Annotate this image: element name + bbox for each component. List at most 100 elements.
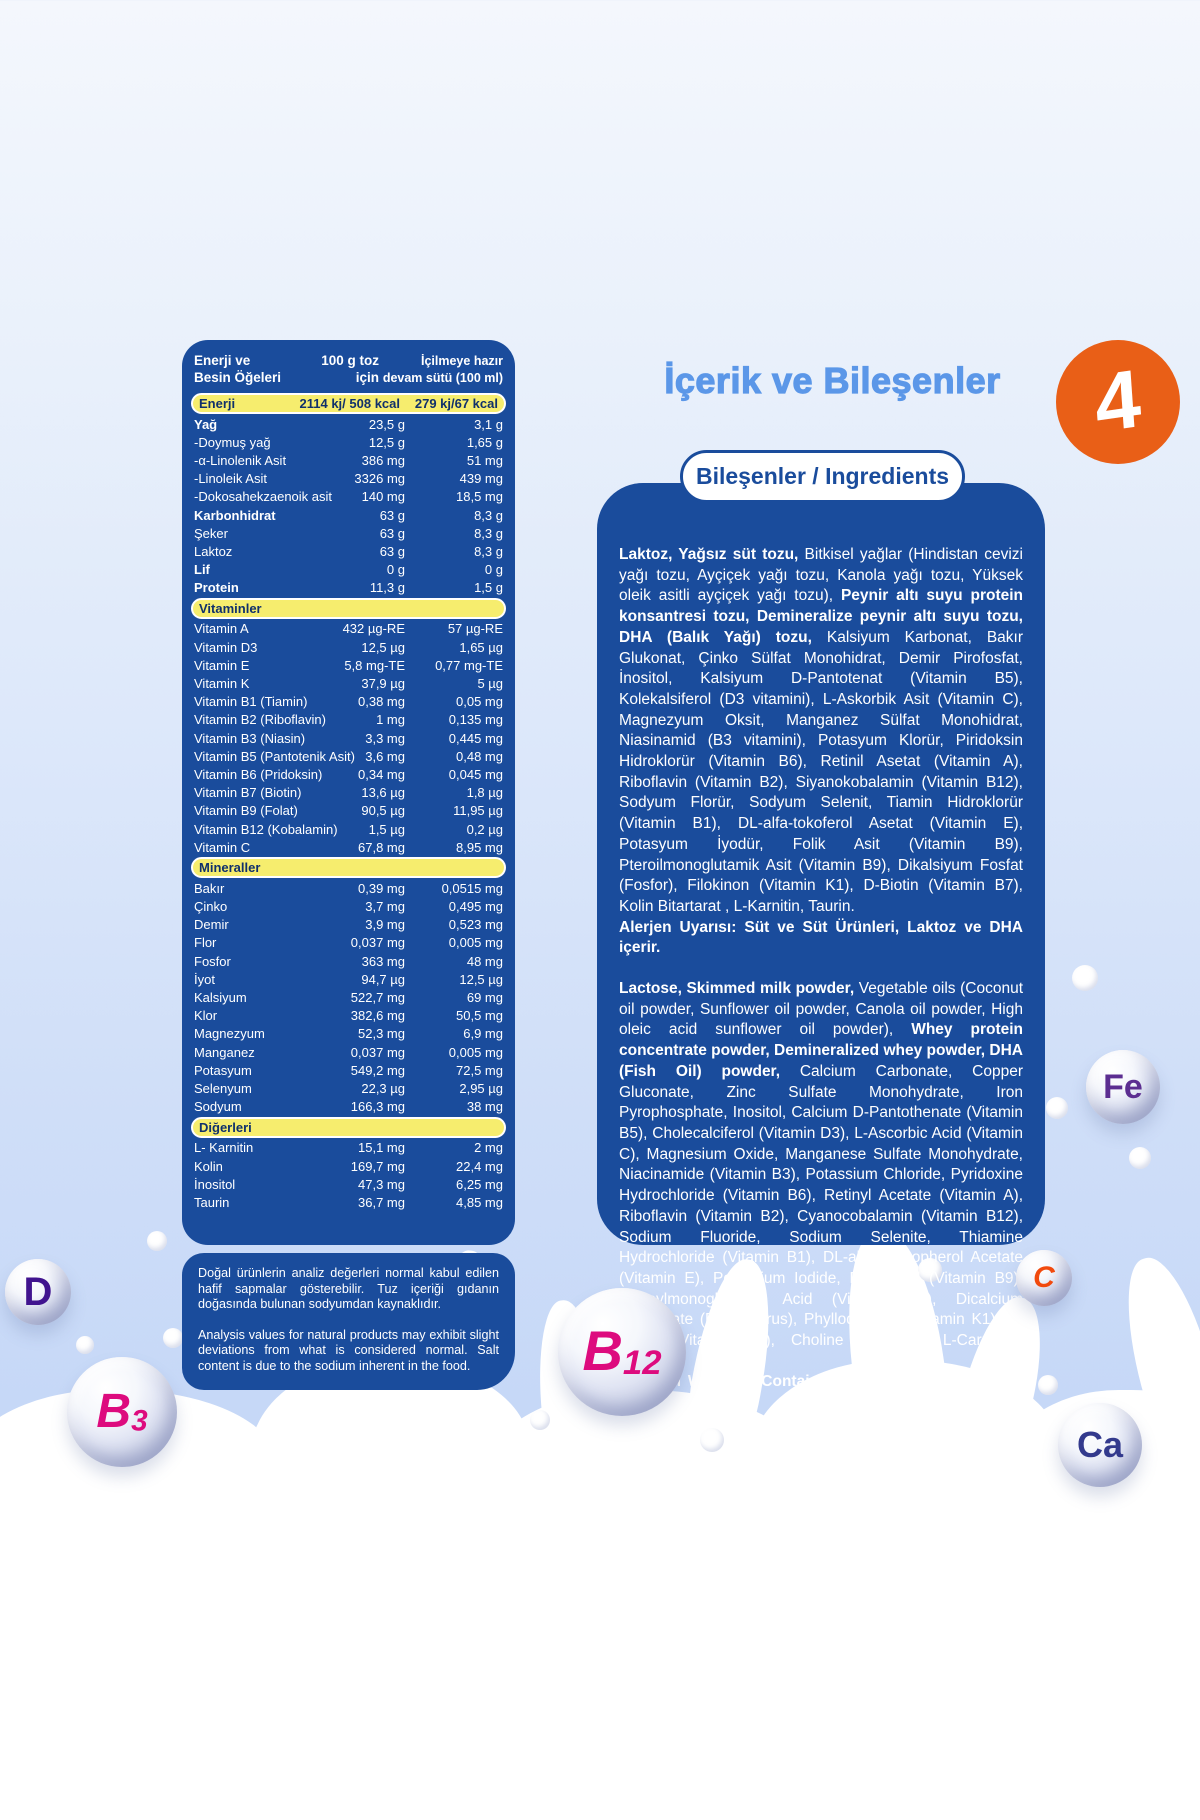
value-per-100ml: 0,523 mg (448, 917, 503, 933)
value-per-100ml: 69 mg (466, 990, 503, 1006)
value-per-100ml: 0,2 µg (466, 821, 503, 837)
value-per-100g: 382,6 mg (350, 1008, 405, 1024)
value-per-100ml: 57 µg-RE (447, 621, 503, 637)
value-per-100g: 3,9 mg (365, 917, 405, 933)
value-per-100ml: 0,05 mg (456, 694, 503, 710)
row-label: Bakır (194, 880, 225, 896)
row-label: İnositol (194, 1176, 236, 1192)
value-per-100ml: 0,045 mg (448, 766, 503, 782)
nutrition-row: -Dokosahekzaenoik asit 140 mg 18,5 mg (194, 488, 503, 506)
value-per-100g: 5,8 mg-TE (344, 657, 405, 673)
row-label: -Doymuş yağ (194, 434, 271, 450)
nutrition-row: Vitamin D3 12,5 µg 1,65 µg (194, 638, 503, 656)
row-label: Vitamin B2 (Riboflavin) (194, 712, 326, 728)
milk-droplet (76, 1336, 94, 1354)
value-per-100ml: 2 mg (474, 1140, 503, 1156)
value-per-100g: 169,7 mg (350, 1158, 405, 1174)
nutrition-row: Vitamin K 37,9 µg 5 µg (194, 674, 503, 692)
row-label: Vitamin B6 (Pridoksin) (194, 766, 323, 782)
value-per-100ml: 0,495 mg (448, 899, 503, 915)
nutrition-row: Laktoz 63 g 8,3 g (194, 542, 503, 560)
milk-droplet (1038, 1375, 1058, 1395)
milk-droplet (700, 1428, 724, 1452)
vitamin-c-sphere-label: C (1033, 1261, 1055, 1294)
row-label: Vitamin B9 (Folat) (194, 803, 298, 819)
value-per-100ml: 0,005 mg (448, 1044, 503, 1060)
vitamin-b3-sphere: B3 (67, 1357, 177, 1467)
value-per-100ml: 0,77 mg-TE (435, 657, 503, 673)
row-label: Vitamin B7 (Biotin) (194, 785, 302, 801)
row-label: Fosfor (194, 953, 231, 969)
value-per-100g: 140 mg (361, 489, 405, 505)
value-per-100g: 3,7 mg (365, 899, 405, 915)
value-per-100ml: 1,8 µg (466, 785, 503, 801)
value-per-100ml: 8,3 g (474, 525, 503, 541)
row-label: Vitamin E (194, 657, 250, 673)
value-per-100ml: 2,95 µg (459, 1080, 503, 1096)
value-per-100ml: 0,48 mg (456, 748, 503, 764)
header-ready-to-drink: İçilmeye hazır devam sütü (100 ml) (382, 354, 503, 385)
nutrition-row: Vitamin B6 (Pridoksin) 0,34 mg 0,045 mg (194, 765, 503, 783)
nutrition-row: Flor 0,037 mg 0,005 mg (194, 934, 503, 952)
milk-droplet (918, 1258, 942, 1282)
nutrition-row: Vitamin B12 (Kobalamin) 1,5 µg 0,2 µg (194, 820, 503, 838)
row-label: Vitamin B12 (Kobalamin) (194, 821, 338, 837)
value-per-100ml: 279 kj/67 kcal (414, 396, 498, 411)
row-label: Vitamin A (194, 621, 249, 637)
value-per-100g: 52,3 mg (358, 1026, 405, 1042)
nutrition-table-header: Enerji ve Besin Öğeleri 100 g toz için İ… (194, 353, 503, 386)
value-per-100ml: 1,65 g (466, 434, 503, 450)
nutrition-row: -Linoleik Asit 3326 mg 439 mg (194, 470, 503, 488)
ingredients-pill-label: Bileşenler / Ingredients (680, 450, 965, 503)
milk-droplet (1072, 965, 1098, 991)
row-label: Vitamin B3 (Niasin) (194, 730, 306, 746)
value-per-100g: 13,6 µg (361, 785, 405, 801)
value-per-100ml: 22,4 mg (456, 1158, 503, 1174)
nutrition-row: Manganez 0,037 mg 0,005 mg (194, 1043, 503, 1061)
row-label: Çinko (194, 899, 228, 915)
nutrition-section-row: Enerji 2114 kj/ 508 kcal 279 kj/67 kcal (191, 393, 506, 414)
nutrition-row: Vitamin B9 (Folat) 90,5 µg 11,95 µg (194, 802, 503, 820)
value-per-100g: 63 g (379, 543, 405, 559)
row-label: -Linoleik Asit (194, 471, 267, 487)
row-label: Diğerleri (199, 1119, 252, 1135)
value-per-100g: 3326 mg (354, 471, 405, 487)
ingredients-english: Lactose, Skimmed milk powder, Vegetable … (619, 980, 1024, 1370)
value-per-100g: 63 g (379, 507, 405, 523)
value-per-100g: 432 µg-RE (342, 621, 405, 637)
row-label: Mineraller (199, 860, 261, 876)
milk-droplet (147, 1231, 167, 1251)
value-per-100ml: 38 mg (466, 1099, 503, 1115)
value-per-100g: 386 mg (361, 452, 405, 468)
value-per-100g: 522,7 mg (350, 990, 405, 1006)
nutrition-row: Vitamin B5 (Pantotenik Asit) 3,6 mg 0,48 m… (194, 747, 503, 765)
header-per-100g: 100 g toz için (321, 353, 379, 385)
row-label: Manganez (194, 1044, 255, 1060)
value-per-100g: 363 mg (361, 953, 405, 969)
vitamin-d-sphere: D (5, 1259, 71, 1325)
row-label: İyot (194, 971, 215, 987)
iron-sphere: Fe (1086, 1050, 1160, 1124)
nutrition-section-row: Vitaminler (191, 597, 506, 619)
value-per-100ml: 0,135 mg (448, 712, 503, 728)
row-label: Enerji (199, 396, 236, 411)
value-per-100ml: 8,95 mg (456, 839, 503, 855)
nutrition-row: Klor 382,6 mg 50,5 mg (194, 1007, 503, 1025)
value-per-100ml: 8,3 g (474, 543, 503, 559)
value-per-100g: 22,3 µg (361, 1080, 405, 1096)
row-label: Vitamin K (194, 676, 250, 692)
value-per-100ml: 72,5 mg (456, 1062, 503, 1078)
nutrition-row: Yağ 23,5 g 3,1 g (194, 415, 503, 433)
value-per-100g: 0,037 mg (350, 935, 405, 951)
row-label: Karbonhidrat (194, 507, 276, 523)
value-per-100ml: 4,85 mg (456, 1194, 503, 1210)
value-per-100ml: 1,5 g (474, 580, 503, 596)
row-label: Demir (194, 917, 229, 933)
nutrition-row: Lif 0 g 0 g (194, 561, 503, 579)
row-label: Potasyum (194, 1062, 252, 1078)
nutrition-rows: Enerji 2114 kj/ 508 kcal 279 kj/67 kcal Yağ… (191, 393, 506, 1212)
disclaimer-turkish: Doğal ürünlerin analiz değerleri normal … (198, 1266, 499, 1312)
value-per-100ml: 8,3 g (474, 507, 503, 523)
value-per-100ml: 11,95 µg (453, 803, 503, 819)
row-label: Flor (194, 935, 217, 951)
